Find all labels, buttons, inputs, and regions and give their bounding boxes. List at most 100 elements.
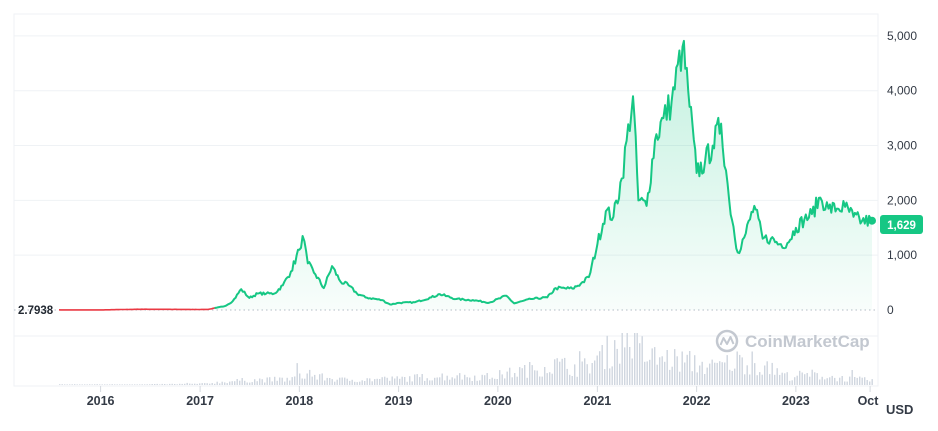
volume-bar <box>539 376 541 385</box>
volume-bar <box>851 370 853 385</box>
volume-bar <box>361 380 363 385</box>
volume-bar <box>116 384 118 385</box>
volume-bar <box>271 381 273 385</box>
volume-bar <box>411 381 413 385</box>
current-price-dot[interactable] <box>868 216 876 225</box>
volume-bar <box>136 384 138 385</box>
volume-bar <box>854 377 856 385</box>
volume-bar <box>96 384 98 385</box>
volume-bar <box>461 379 463 385</box>
volume-bar <box>866 380 868 385</box>
volume-bar <box>489 379 491 385</box>
volume-bar <box>399 378 401 385</box>
volume-bar <box>614 340 616 385</box>
volume-bar <box>574 364 576 385</box>
volume-bar <box>384 376 386 385</box>
volume-bar <box>786 372 788 385</box>
volume-bar <box>351 379 353 385</box>
volume-bar <box>131 384 133 385</box>
volume-bar <box>781 372 783 385</box>
volume-bar <box>211 383 213 385</box>
volume-bar <box>676 356 678 385</box>
volume-bar <box>704 374 706 385</box>
volume-bar <box>624 347 626 385</box>
volume-bar <box>244 380 246 385</box>
volume-bar <box>606 335 608 385</box>
volume-bar <box>446 375 448 385</box>
volume-bar <box>219 383 221 385</box>
volume-bar <box>299 373 301 385</box>
volume-bar <box>591 363 593 385</box>
volume-bar <box>226 383 228 385</box>
volume-bar <box>736 351 738 385</box>
volume-bar <box>776 368 778 385</box>
volume-bar <box>261 379 263 385</box>
volume-bar <box>409 376 411 385</box>
volume-bar <box>209 383 211 385</box>
x-tick-label: 2018 <box>285 394 313 408</box>
volume-bar <box>536 370 538 385</box>
volume-bar <box>119 384 121 385</box>
volume-bar <box>569 374 571 385</box>
volume-bar <box>389 380 391 385</box>
volume-bar <box>434 377 436 385</box>
volume-bar <box>589 373 591 385</box>
volume-bar <box>839 377 841 385</box>
volume-bar <box>359 381 361 385</box>
volume-bar <box>171 383 173 385</box>
volume-bar <box>376 378 378 385</box>
volume-bar <box>564 357 566 385</box>
volume-bar <box>371 381 373 385</box>
volume-bar <box>469 377 471 385</box>
volume-bar <box>386 377 388 385</box>
volume-bar <box>869 381 871 385</box>
volume-bar <box>296 363 298 385</box>
volume-bar <box>706 367 708 385</box>
volume-bar <box>764 365 766 385</box>
volume-bar <box>266 377 268 385</box>
volume-bar <box>656 364 658 385</box>
volume-bar <box>721 362 723 385</box>
volume-bar <box>651 348 653 385</box>
volume-bar <box>626 333 628 385</box>
volume-bar <box>301 378 303 385</box>
volume-bar <box>451 377 453 385</box>
y-tick-label: 2,000 <box>887 193 917 207</box>
volume-bar <box>501 374 503 385</box>
volume-bar <box>689 351 691 385</box>
volume-bar <box>766 361 768 385</box>
volume-bar <box>779 374 781 385</box>
volume-bar <box>824 379 826 385</box>
volume-bar <box>611 366 613 385</box>
volume-bar <box>309 369 311 385</box>
volume-bar <box>456 375 458 385</box>
volume-bar <box>374 379 376 385</box>
volume-bar <box>114 384 116 385</box>
volume-bar <box>714 362 716 385</box>
price-line <box>214 39 873 309</box>
x-tick-label: 2016 <box>87 394 115 408</box>
volume-bar <box>864 377 866 385</box>
volume-bar <box>856 377 858 385</box>
volume-bar <box>571 376 573 385</box>
volume-bar <box>306 373 308 385</box>
volume-bar <box>166 384 168 385</box>
volume-bar <box>754 363 756 385</box>
volume-bar <box>156 383 158 385</box>
volume-bar <box>646 361 648 385</box>
volume-bar <box>784 373 786 385</box>
volume-bar <box>346 378 348 385</box>
volume-bar <box>799 370 801 385</box>
volume-bar <box>141 384 143 385</box>
y-tick-label: 5,000 <box>887 29 917 43</box>
volume-bar <box>771 362 773 385</box>
volume-bar <box>144 384 146 385</box>
volume-bar <box>281 377 283 385</box>
volume-bar <box>126 384 128 385</box>
volume-bar <box>339 377 341 385</box>
volume-bar <box>204 383 206 385</box>
volume-bar <box>509 367 511 385</box>
volume-bar <box>641 336 643 385</box>
volume-bar <box>821 376 823 385</box>
